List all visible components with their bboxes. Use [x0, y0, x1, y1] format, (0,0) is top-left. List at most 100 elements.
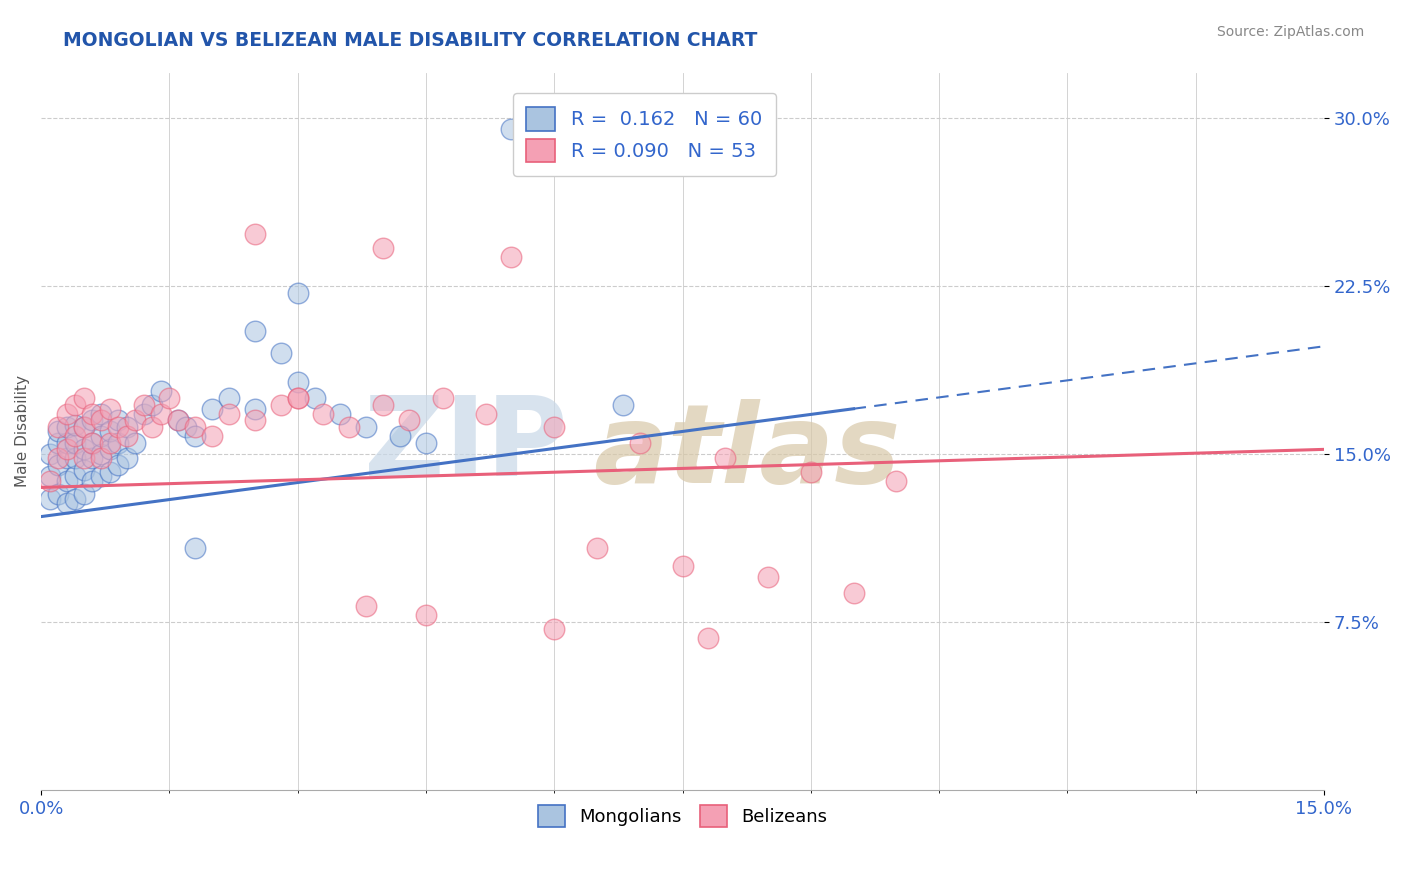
- Point: [90, 451, 112, 466]
- Point: [132, 398, 155, 412]
- Point: [90, 407, 112, 421]
- Point: [46, 435, 69, 450]
- Point: [90, 413, 112, 427]
- Point: [184, 429, 207, 443]
- Point: [141, 420, 163, 434]
- Point: [46, 487, 69, 501]
- Point: [756, 570, 779, 584]
- Point: [287, 285, 309, 300]
- Point: [354, 599, 377, 614]
- Point: [543, 622, 565, 636]
- Point: [65, 469, 87, 483]
- Point: [167, 413, 190, 427]
- Point: [65, 491, 87, 506]
- Point: [115, 429, 138, 443]
- Point: [73, 451, 96, 466]
- Text: Source: ZipAtlas.com: Source: ZipAtlas.com: [1216, 25, 1364, 39]
- Point: [304, 391, 326, 405]
- Point: [115, 451, 138, 466]
- Point: [167, 413, 190, 427]
- Point: [38, 474, 60, 488]
- Point: [46, 458, 69, 472]
- Point: [415, 608, 437, 623]
- Point: [82, 413, 104, 427]
- Point: [46, 451, 69, 466]
- Point: [800, 465, 823, 479]
- Text: atlas: atlas: [593, 400, 900, 507]
- Point: [149, 407, 172, 421]
- Point: [612, 398, 634, 412]
- Point: [287, 391, 309, 405]
- Point: [90, 447, 112, 461]
- Point: [697, 631, 720, 645]
- Point: [389, 429, 412, 443]
- Point: [107, 413, 129, 427]
- Point: [149, 384, 172, 398]
- Point: [124, 413, 146, 427]
- Point: [243, 324, 266, 338]
- Point: [107, 435, 129, 450]
- Point: [46, 425, 69, 439]
- Point: [586, 541, 609, 555]
- Point: [82, 474, 104, 488]
- Point: [176, 420, 198, 434]
- Point: [415, 435, 437, 450]
- Point: [55, 407, 77, 421]
- Point: [65, 429, 87, 443]
- Point: [55, 420, 77, 434]
- Point: [55, 474, 77, 488]
- Point: [46, 420, 69, 434]
- Point: [55, 496, 77, 510]
- Point: [132, 407, 155, 421]
- Text: ZIP: ZIP: [364, 392, 567, 500]
- Point: [73, 487, 96, 501]
- Point: [243, 413, 266, 427]
- Point: [312, 407, 335, 421]
- Point: [884, 474, 907, 488]
- Point: [38, 447, 60, 461]
- Point: [501, 250, 523, 264]
- Point: [287, 375, 309, 389]
- Point: [55, 442, 77, 457]
- Point: [337, 420, 360, 434]
- Point: [354, 420, 377, 434]
- Point: [82, 435, 104, 450]
- Point: [714, 451, 737, 466]
- Point: [287, 391, 309, 405]
- Point: [243, 402, 266, 417]
- Point: [82, 435, 104, 450]
- Point: [432, 391, 454, 405]
- Point: [184, 420, 207, 434]
- Point: [65, 451, 87, 466]
- Point: [107, 458, 129, 472]
- Point: [90, 429, 112, 443]
- Point: [475, 407, 498, 421]
- Point: [82, 451, 104, 466]
- Point: [157, 391, 180, 405]
- Point: [98, 435, 121, 450]
- Y-axis label: Male Disability: Male Disability: [15, 376, 30, 487]
- Point: [73, 420, 96, 434]
- Point: [65, 435, 87, 450]
- Point: [38, 491, 60, 506]
- Point: [543, 420, 565, 434]
- Legend: Mongolians, Belizeans: Mongolians, Belizeans: [530, 798, 835, 835]
- Point: [543, 111, 565, 125]
- Point: [501, 122, 523, 136]
- Point: [671, 558, 693, 573]
- Point: [115, 420, 138, 434]
- Point: [201, 402, 224, 417]
- Point: [55, 451, 77, 466]
- Point: [65, 398, 87, 412]
- Point: [38, 469, 60, 483]
- Point: [98, 425, 121, 439]
- Point: [90, 469, 112, 483]
- Point: [73, 391, 96, 405]
- Point: [184, 541, 207, 555]
- Point: [270, 398, 292, 412]
- Point: [373, 398, 395, 412]
- Point: [82, 407, 104, 421]
- Point: [124, 435, 146, 450]
- Point: [628, 435, 651, 450]
- Point: [55, 435, 77, 450]
